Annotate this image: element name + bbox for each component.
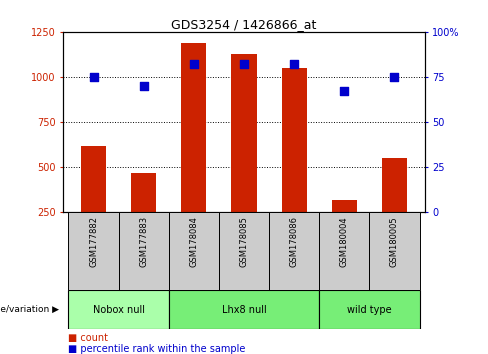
Bar [231, 53, 257, 212]
Bar [319, 290, 420, 329]
Point [240, 62, 248, 67]
Bar [382, 158, 407, 212]
Text: GSM177883: GSM177883 [139, 216, 148, 267]
Text: GSM178085: GSM178085 [240, 216, 248, 267]
Text: GSM178086: GSM178086 [290, 216, 299, 267]
Bar [332, 200, 357, 212]
Bar [369, 212, 420, 290]
Text: genotype/variation ▶: genotype/variation ▶ [0, 305, 59, 314]
Bar [269, 212, 319, 290]
Text: wild type: wild type [347, 305, 392, 315]
Bar [68, 290, 169, 329]
Text: GSM180005: GSM180005 [390, 216, 399, 267]
Bar [169, 290, 319, 329]
Bar [182, 43, 206, 212]
Point [390, 74, 398, 80]
Bar [319, 212, 369, 290]
Bar [68, 212, 119, 290]
Point [290, 62, 298, 67]
Point [190, 62, 198, 67]
Title: GDS3254 / 1426866_at: GDS3254 / 1426866_at [171, 18, 317, 31]
Point [140, 83, 147, 89]
Bar [119, 212, 169, 290]
Point [90, 74, 98, 80]
Text: Lhx8 null: Lhx8 null [222, 305, 266, 315]
Text: GSM180004: GSM180004 [340, 216, 349, 267]
Text: Nobox null: Nobox null [93, 305, 144, 315]
Point [341, 88, 348, 94]
Bar [219, 212, 269, 290]
Bar [131, 173, 156, 212]
Bar [282, 68, 306, 212]
Text: GSM177882: GSM177882 [89, 216, 98, 267]
Text: GSM178084: GSM178084 [189, 216, 198, 267]
Text: ■ count: ■ count [68, 333, 108, 343]
Bar [81, 145, 106, 212]
Bar [169, 212, 219, 290]
Text: ■ percentile rank within the sample: ■ percentile rank within the sample [68, 344, 245, 354]
